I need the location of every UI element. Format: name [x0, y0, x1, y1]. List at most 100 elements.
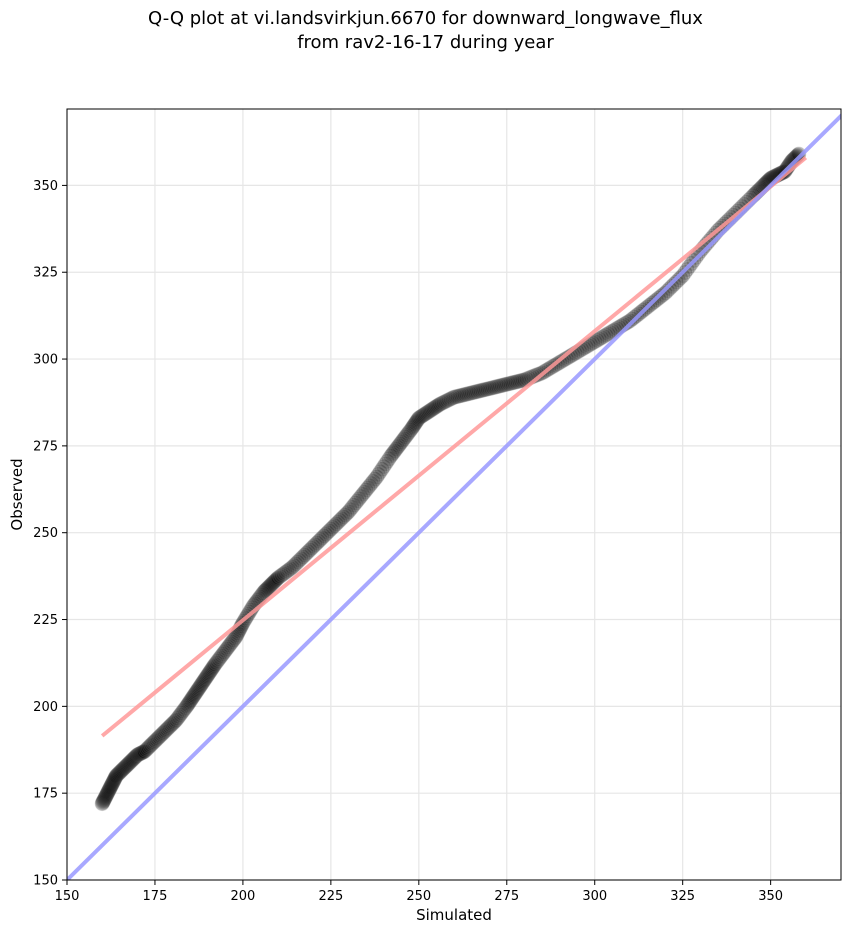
quantile-point [128, 749, 144, 765]
quantile-point [504, 375, 520, 391]
quantile-point [122, 754, 138, 770]
quantile-point [340, 504, 356, 520]
quantile-point [404, 421, 420, 437]
quantile-point [367, 471, 383, 487]
quantile-point [198, 670, 214, 686]
quantile-point [220, 639, 236, 655]
quantile-point [282, 561, 298, 577]
quantile-point [272, 569, 288, 585]
quantile-point [143, 737, 159, 753]
quantile-point [106, 773, 122, 789]
quantile-point [332, 513, 348, 529]
quantile-point [262, 578, 278, 594]
quantile-point [358, 482, 374, 498]
quantile-point [182, 693, 198, 709]
quantile-point [300, 544, 316, 560]
quantile-point [337, 507, 353, 523]
quantile-point [118, 758, 134, 774]
quantile-point [187, 687, 203, 703]
quantile-point [159, 721, 175, 737]
quantile-point [415, 407, 431, 423]
quantile-point [353, 489, 369, 505]
axes-frame [66, 108, 842, 881]
quantile-point [204, 661, 220, 677]
quantile-point [205, 659, 221, 675]
quantile-point [328, 516, 344, 532]
quantile-point [102, 781, 118, 797]
quantile-point [161, 719, 177, 735]
quantile-point [488, 379, 504, 395]
quantile-point [95, 795, 111, 811]
quantile-point [275, 566, 291, 582]
quantile-point [154, 727, 170, 743]
quantile-point [396, 431, 412, 447]
quantile-point [347, 495, 363, 511]
quantile-point [253, 587, 269, 603]
quantile-point [136, 744, 152, 760]
quantile-point [167, 714, 183, 730]
quantile-point [469, 384, 485, 400]
quantile-point [506, 374, 522, 390]
quantile-point [293, 551, 309, 567]
quantile-point [96, 792, 112, 808]
quantile-point [160, 720, 176, 736]
quantile-point [169, 711, 185, 727]
quantile-point [199, 668, 215, 684]
quantile-point [274, 567, 290, 583]
quantile-point [416, 407, 432, 423]
quantile-point [457, 387, 473, 403]
quantile-point [356, 484, 372, 500]
quantile-point [99, 787, 115, 803]
quantile-point [346, 497, 362, 513]
quantile-point [140, 740, 156, 756]
quantile-point [267, 572, 283, 588]
quantile-point [256, 584, 272, 600]
quantile-point [388, 441, 404, 457]
quantile-point [281, 562, 297, 578]
quantile-point [158, 723, 174, 739]
quantile-point [311, 533, 327, 549]
y-tick-label: 175 [33, 787, 58, 802]
quantile-point [106, 772, 122, 788]
quantile-point [465, 384, 481, 400]
quantile-point [499, 376, 515, 392]
quantile-point [675, 268, 691, 284]
y-axis-label: Observed [8, 458, 26, 530]
quantile-point [136, 744, 152, 759]
quantile-point [288, 556, 304, 572]
quantile-point [513, 373, 529, 389]
quantile-point [257, 583, 273, 599]
quantile-point [668, 274, 684, 290]
quantile-point [208, 655, 224, 671]
quantile-point [132, 746, 148, 762]
quantile-point [312, 532, 328, 548]
quantile-point [255, 585, 271, 601]
quantile-point [186, 688, 202, 704]
quantile-point [460, 386, 476, 402]
quantile-point [425, 401, 441, 417]
quantile-point [202, 663, 218, 679]
quantile-point [100, 783, 116, 799]
quantile-point [212, 650, 228, 666]
quantile-point [302, 542, 318, 558]
quantile-point [126, 750, 142, 766]
quantile-point [184, 691, 200, 707]
quantile-point [405, 419, 421, 435]
quantile-point [490, 378, 506, 394]
quantile-point [133, 745, 149, 761]
quantile-point [369, 469, 385, 485]
quantile-point [188, 684, 204, 700]
quantile-point [307, 537, 323, 553]
quantile-point [179, 697, 195, 713]
quantile-point [323, 521, 339, 537]
quantile-point [110, 766, 126, 782]
quantile-point [116, 760, 132, 776]
quantile-point [427, 400, 443, 416]
y-tick-label: 325 [33, 266, 58, 281]
quantile-point [163, 717, 179, 733]
quantile-point [144, 736, 160, 752]
quantile-point [314, 530, 330, 546]
quantile-point [207, 657, 223, 673]
quantile-point [412, 409, 428, 425]
